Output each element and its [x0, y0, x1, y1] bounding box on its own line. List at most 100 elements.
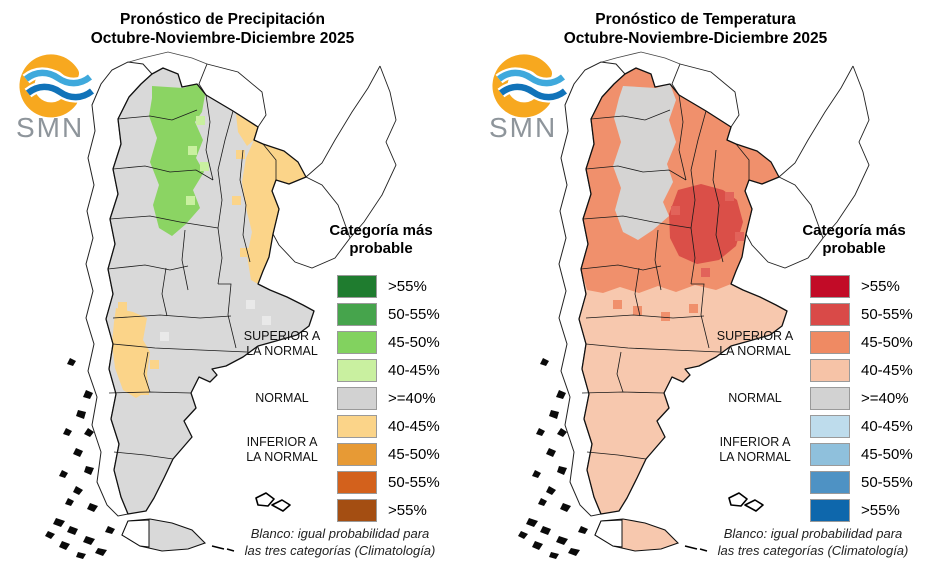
province-border — [217, 110, 234, 229]
side-label-below-normal: INFERIOR A LA NORMAL — [719, 435, 791, 465]
logo-sun-arc — [19, 54, 79, 118]
legend-item: 50-55% — [337, 300, 440, 328]
forecast-pixel — [200, 162, 209, 171]
legend-item: 45-50% — [337, 440, 440, 468]
logo-text: SMN — [489, 112, 557, 143]
forecast-pixel — [160, 332, 169, 341]
bolivia-border — [128, 51, 208, 65]
page-title: Pronóstico de Temperatura Octubre-Noviem… — [473, 10, 918, 49]
legend-label: >55% — [388, 501, 427, 519]
side-label-normal: NORMAL — [728, 391, 782, 405]
province-border — [580, 264, 662, 271]
title-line1: Pronóstico de Precipitación — [120, 11, 325, 28]
staten-island — [211, 545, 235, 552]
forecast-region-westPatch — [112, 308, 150, 398]
legend-label: >=40% — [861, 389, 909, 407]
legend-label: 50-55% — [861, 473, 913, 491]
tierra-del-fuego-chile — [121, 519, 150, 548]
legend-swatch — [337, 330, 377, 354]
province-border — [581, 391, 665, 394]
province-border — [586, 451, 647, 460]
province-border — [585, 343, 721, 353]
legend-item: 50-55% — [810, 468, 913, 496]
side-label-above-normal: SUPERIOR A LA NORMAL — [716, 329, 794, 359]
map-argentina-precipitation — [45, 51, 397, 559]
legend-label: 45-50% — [861, 333, 913, 351]
province-border — [712, 149, 724, 263]
forecast-pixel — [262, 316, 271, 325]
legend-swatch — [337, 274, 377, 298]
map-argentina-temperature — [518, 51, 870, 559]
forecast-pixel — [140, 386, 149, 395]
legend-label: 45-50% — [861, 445, 913, 463]
legend-swatch — [810, 358, 850, 382]
legend-rows: >55% 50-55% 45-50% 40-45% >=40% 40-45% 45-50% 5… — [810, 272, 913, 524]
legend-swatch — [810, 274, 850, 298]
legend-item: 40-45% — [337, 412, 440, 440]
argentina-border — [578, 67, 788, 515]
forecast-pixel — [671, 206, 680, 215]
legend-item: 45-50% — [810, 440, 913, 468]
province-border — [112, 343, 248, 353]
legend-swatch — [337, 498, 377, 522]
legend-item: 45-50% — [337, 328, 440, 356]
forecast-pixel — [150, 360, 159, 369]
forecast-region-nwBlobT — [613, 84, 676, 240]
legend-item: >=40% — [337, 384, 440, 412]
province-border — [590, 109, 671, 121]
legend-swatch — [810, 386, 850, 410]
province-border — [112, 165, 214, 181]
forecast-region-centralBlob — [669, 184, 743, 264]
legend-swatch — [337, 386, 377, 410]
province-border — [143, 351, 151, 393]
province-border — [735, 143, 750, 180]
province-border — [112, 314, 232, 319]
legend-item: >55% — [810, 496, 913, 524]
legend-swatch — [337, 470, 377, 494]
brazil-coastline — [305, 65, 397, 239]
province-border — [161, 267, 168, 317]
forecast-pixel — [188, 146, 197, 155]
legend-label: >55% — [388, 277, 427, 295]
legend-swatch — [810, 330, 850, 354]
province-border — [181, 229, 189, 291]
province-border — [691, 283, 710, 349]
footnote: Blanco: igual probabilidad para las tres… — [244, 526, 436, 558]
forecast-pixel — [689, 304, 698, 313]
forecast-pixel — [735, 232, 744, 241]
legend-item: >=40% — [810, 384, 913, 412]
legend-swatch — [810, 498, 850, 522]
legend-item: 40-45% — [810, 356, 913, 384]
forecast-pixel — [613, 300, 622, 309]
legend-swatch — [810, 414, 850, 438]
forecast-pixel — [246, 300, 255, 309]
legend-label: 40-45% — [388, 417, 440, 435]
smn-logo: SMN — [16, 54, 96, 143]
legend-item: 45-50% — [810, 328, 913, 356]
forecast-pixel — [633, 306, 642, 315]
logo-text: SMN — [16, 112, 84, 143]
legend-item: 50-55% — [337, 468, 440, 496]
argentina-border — [105, 67, 315, 515]
legend-item: 40-45% — [810, 412, 913, 440]
bolivia-border — [601, 51, 681, 65]
title-line1: Pronóstico de Temperatura — [595, 11, 796, 28]
forecast-region-neCorner — [236, 114, 258, 146]
malvinas-islands — [255, 492, 291, 512]
legend-swatch — [810, 302, 850, 326]
tierra-del-fuego-chile — [594, 519, 623, 548]
legend-swatch — [337, 414, 377, 438]
province-border — [108, 391, 192, 394]
province-border — [218, 283, 237, 349]
legend-item: 50-55% — [810, 300, 913, 328]
legend-label: >=40% — [388, 389, 436, 407]
side-label-normal: NORMAL — [255, 391, 309, 405]
province-border — [205, 94, 214, 181]
forecast-pixel — [118, 302, 127, 311]
panel-temperature: Pronóstico de Temperatura Octubre-Noviem… — [473, 0, 945, 566]
legend-item: 40-45% — [337, 356, 440, 384]
province-border — [239, 149, 251, 263]
logo-wave-top-icon — [496, 69, 566, 87]
forecast-pixel — [240, 248, 249, 257]
province-border — [107, 264, 189, 271]
